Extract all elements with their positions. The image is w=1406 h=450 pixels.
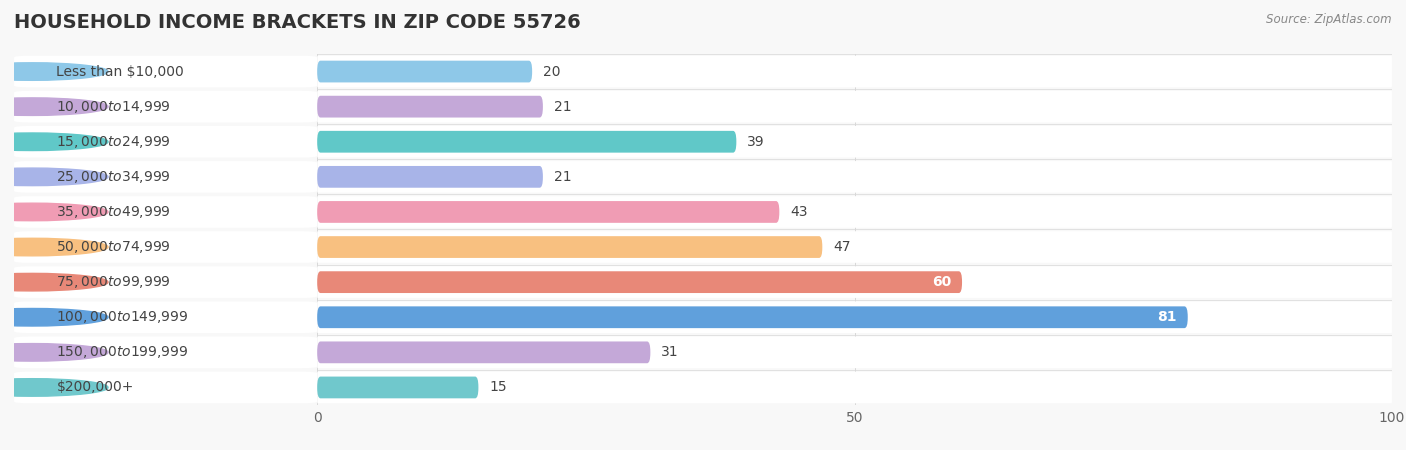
Circle shape <box>0 273 108 291</box>
Text: 20: 20 <box>543 64 561 79</box>
Text: Less than $10,000: Less than $10,000 <box>56 64 184 79</box>
Circle shape <box>0 133 108 150</box>
Text: $100,000 to $149,999: $100,000 to $149,999 <box>56 309 188 325</box>
Circle shape <box>0 203 108 220</box>
FancyBboxPatch shape <box>318 161 1392 193</box>
Circle shape <box>0 309 108 326</box>
FancyBboxPatch shape <box>318 131 737 153</box>
FancyBboxPatch shape <box>318 56 1392 87</box>
Circle shape <box>0 98 108 115</box>
Text: 21: 21 <box>554 99 571 114</box>
FancyBboxPatch shape <box>14 337 318 368</box>
Text: 39: 39 <box>747 135 765 149</box>
FancyBboxPatch shape <box>318 306 1188 328</box>
FancyBboxPatch shape <box>318 372 1392 403</box>
FancyBboxPatch shape <box>318 271 962 293</box>
FancyBboxPatch shape <box>318 342 651 363</box>
Text: 43: 43 <box>790 205 807 219</box>
FancyBboxPatch shape <box>318 61 531 82</box>
FancyBboxPatch shape <box>318 302 1392 333</box>
FancyBboxPatch shape <box>318 231 1392 263</box>
FancyBboxPatch shape <box>14 302 318 333</box>
FancyBboxPatch shape <box>14 266 318 298</box>
Text: $25,000 to $34,999: $25,000 to $34,999 <box>56 169 172 185</box>
FancyBboxPatch shape <box>318 91 1392 122</box>
FancyBboxPatch shape <box>318 126 1392 158</box>
Text: 31: 31 <box>661 345 679 360</box>
Circle shape <box>0 63 108 80</box>
Circle shape <box>0 238 108 256</box>
Text: $50,000 to $74,999: $50,000 to $74,999 <box>56 239 172 255</box>
FancyBboxPatch shape <box>318 236 823 258</box>
FancyBboxPatch shape <box>14 91 318 122</box>
FancyBboxPatch shape <box>318 166 543 188</box>
Text: 81: 81 <box>1157 310 1177 324</box>
FancyBboxPatch shape <box>14 126 318 158</box>
Text: 15: 15 <box>489 380 506 395</box>
FancyBboxPatch shape <box>318 201 779 223</box>
Text: 21: 21 <box>554 170 571 184</box>
FancyBboxPatch shape <box>318 337 1392 368</box>
Text: $150,000 to $199,999: $150,000 to $199,999 <box>56 344 188 360</box>
FancyBboxPatch shape <box>14 161 318 193</box>
Text: HOUSEHOLD INCOME BRACKETS IN ZIP CODE 55726: HOUSEHOLD INCOME BRACKETS IN ZIP CODE 55… <box>14 14 581 32</box>
Text: $200,000+: $200,000+ <box>56 380 134 395</box>
Text: 47: 47 <box>834 240 851 254</box>
FancyBboxPatch shape <box>318 377 478 398</box>
Text: $15,000 to $24,999: $15,000 to $24,999 <box>56 134 172 150</box>
Text: Source: ZipAtlas.com: Source: ZipAtlas.com <box>1267 14 1392 27</box>
FancyBboxPatch shape <box>14 56 318 87</box>
FancyBboxPatch shape <box>318 196 1392 228</box>
Text: $75,000 to $99,999: $75,000 to $99,999 <box>56 274 172 290</box>
FancyBboxPatch shape <box>318 96 543 117</box>
FancyBboxPatch shape <box>318 266 1392 298</box>
Text: $10,000 to $14,999: $10,000 to $14,999 <box>56 99 172 115</box>
Text: 60: 60 <box>932 275 952 289</box>
FancyBboxPatch shape <box>14 231 318 263</box>
FancyBboxPatch shape <box>14 196 318 228</box>
Text: $35,000 to $49,999: $35,000 to $49,999 <box>56 204 172 220</box>
FancyBboxPatch shape <box>14 372 318 403</box>
Circle shape <box>0 168 108 185</box>
Circle shape <box>0 344 108 361</box>
Circle shape <box>0 379 108 396</box>
